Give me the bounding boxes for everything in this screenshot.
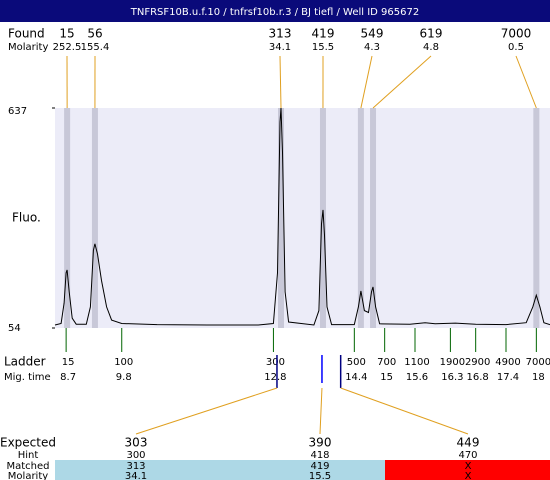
peak-band	[357, 108, 364, 328]
found-molarity: 4.3	[364, 42, 380, 53]
plot-area	[55, 108, 550, 328]
ladder-size: 4900	[495, 357, 520, 368]
ladder-size: 1900	[440, 357, 465, 368]
found-molarity: 4.8	[423, 42, 439, 53]
expected-size: 303	[125, 436, 148, 450]
found-molarity-label: Molarity	[8, 42, 48, 53]
peak-band	[370, 108, 377, 328]
found-molarity: 155.4	[81, 42, 110, 53]
hint-label: Hint	[18, 450, 39, 461]
ladder-time: 15	[380, 372, 393, 383]
expected-label: Expected	[0, 436, 56, 450]
y-tick-label: 637	[8, 106, 27, 117]
molarity-label: Molarity	[8, 471, 48, 480]
trace	[54, 107, 550, 326]
ladder-time: 9.8	[116, 372, 132, 383]
ladder-label: Ladder	[4, 355, 46, 369]
ladder-size: 500	[347, 357, 366, 368]
found-size: 15	[59, 27, 74, 41]
expected-connector	[340, 387, 469, 435]
ladder-size: 2900	[465, 357, 490, 368]
found-molarity: 252.5	[53, 42, 82, 53]
expected-hint: 418	[310, 450, 329, 461]
ladder-size: 700	[377, 357, 396, 368]
found-molarity: 0.5	[508, 42, 524, 53]
found-size: 549	[361, 27, 384, 41]
ladder-size: 7000	[526, 357, 550, 368]
mig-time-label: Mig. time	[4, 372, 51, 383]
expected-size: 449	[457, 436, 480, 450]
found-size: 419	[312, 27, 335, 41]
y-tick-label: 54	[8, 323, 21, 334]
ladder-time: 12.8	[264, 372, 286, 383]
ladder-size: 1100	[404, 357, 429, 368]
expected-size: 390	[309, 436, 332, 450]
ladder-size: 15	[62, 357, 75, 368]
found-size: 56	[87, 27, 102, 41]
peak-band	[278, 108, 285, 328]
unmatched-bg	[385, 460, 550, 480]
found-label: Found	[8, 27, 45, 41]
title: TNFRSF10B.u.f.10 / tnfrsf10b.r.3 / BJ ti…	[130, 7, 419, 18]
expected-molarity: 34.1	[125, 471, 147, 480]
ladder-time: 16.8	[467, 372, 489, 383]
expected-molarity: 15.5	[309, 471, 331, 480]
peak-band	[319, 108, 326, 328]
expected-matched: 419	[310, 461, 329, 472]
expected-hint: 300	[126, 450, 145, 461]
expected-matched: X	[465, 461, 472, 472]
expected-connector	[319, 387, 323, 435]
title-bar	[0, 0, 550, 22]
found-size: 7000	[501, 27, 532, 41]
found-molarity: 15.5	[312, 42, 334, 53]
peak-band	[91, 108, 98, 328]
matched-label: Matched	[6, 461, 49, 472]
ladder-time: 8.7	[60, 372, 76, 383]
found-size: 313	[269, 27, 292, 41]
ladder-time: 18	[532, 372, 545, 383]
ladder-time: 16.3	[441, 372, 463, 383]
expected-hint: 470	[458, 450, 477, 461]
peak-band	[533, 108, 540, 328]
ladder-time: 17.4	[497, 372, 519, 383]
ladder-time: 14.4	[345, 372, 367, 383]
found-connector	[372, 55, 432, 109]
found-size: 619	[420, 27, 443, 41]
y-axis-label: Fluo.	[12, 211, 41, 225]
found-connector	[279, 55, 282, 109]
expected-molarity: X	[465, 471, 472, 480]
matched-bg	[55, 460, 385, 480]
expected-matched: 313	[126, 461, 145, 472]
found-connector	[360, 55, 373, 109]
expected-connector	[135, 387, 278, 435]
ladder-size: 300	[266, 357, 285, 368]
ladder-time: 15.6	[406, 372, 428, 383]
found-connector	[515, 55, 537, 109]
ladder-size: 100	[114, 357, 133, 368]
peak-band	[64, 108, 71, 328]
found-molarity: 34.1	[269, 42, 291, 53]
